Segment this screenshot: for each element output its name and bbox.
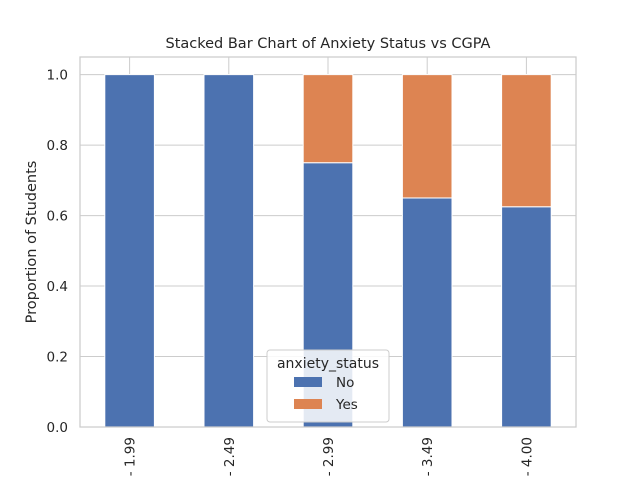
legend-label-no: No xyxy=(336,375,354,391)
x-tick-label: - 2.49 xyxy=(222,437,238,476)
y-axis-label: Proportion of Students xyxy=(24,161,40,324)
legend-swatch-no xyxy=(294,377,322,387)
legend: anxiety_status No Yes xyxy=(266,349,390,423)
x-tick-label: - 3.49 xyxy=(420,437,436,476)
bar-no-1 xyxy=(104,74,155,428)
legend-label-yes: Yes xyxy=(335,397,358,413)
legend-title: anxiety_status xyxy=(277,356,379,372)
bar-yes-3 xyxy=(302,74,354,164)
legend-entries: No Yes xyxy=(294,375,358,413)
bar-no-4 xyxy=(401,197,453,428)
y-tick-label: 0.6 xyxy=(47,209,68,225)
legend-swatch-yes xyxy=(294,399,322,409)
y-tick-label: 0.8 xyxy=(47,138,68,154)
chart-title: Stacked Bar Chart of Anxiety Status vs C… xyxy=(166,36,491,52)
x-tick-label: - 1.99 xyxy=(123,437,139,476)
bar-no-2 xyxy=(203,74,255,428)
bar-yes-5 xyxy=(501,74,552,208)
y-tick-label: 0.0 xyxy=(47,420,68,436)
plot-frame xyxy=(79,56,577,428)
x-tick-labels: - 1.99 - 2.49 - 2.99 - 3.49 - 4.00 xyxy=(123,437,536,476)
y-tick-label: 1.0 xyxy=(47,68,68,84)
y-tick-label: 0.4 xyxy=(47,279,68,295)
bar-no-5 xyxy=(501,206,552,428)
x-tick-label: - 2.99 xyxy=(321,437,337,476)
bar-yes-4 xyxy=(401,74,453,199)
y-tick-label: 0.2 xyxy=(47,350,68,366)
y-tick-labels: 0.0 0.2 0.4 0.6 0.8 1.0 xyxy=(47,68,68,436)
x-tick-label: - 4.00 xyxy=(519,437,535,476)
